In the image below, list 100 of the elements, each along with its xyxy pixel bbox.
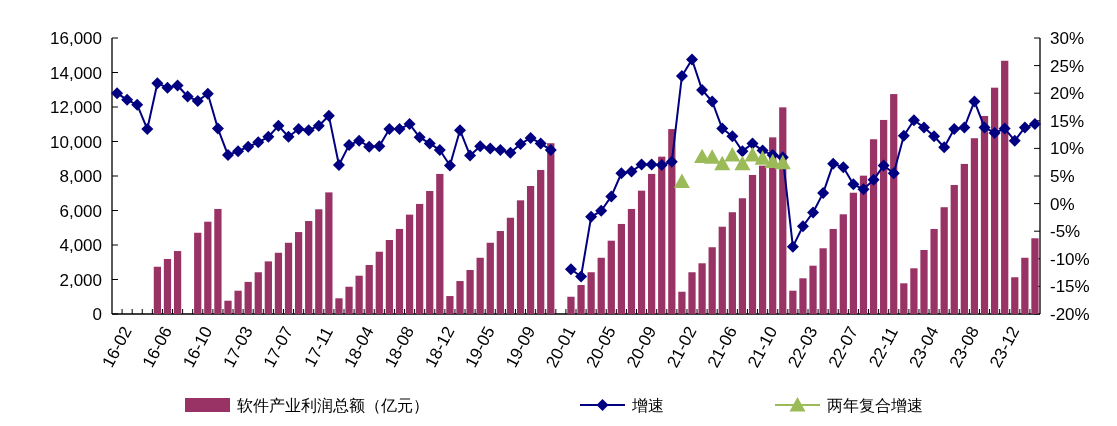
y2-tick-label: -5% (1050, 222, 1081, 242)
x-tick-label: 22-07 (824, 323, 862, 371)
x-tick-label: 17-03 (219, 323, 257, 371)
bar (920, 250, 928, 314)
x-tick-label: 20-05 (582, 323, 620, 371)
bar (950, 184, 958, 314)
bar (597, 257, 605, 314)
point (673, 173, 690, 188)
x-tick-label: 18-08 (380, 323, 419, 371)
point (704, 149, 721, 164)
x-tick-label: 21-06 (703, 323, 741, 371)
bar (678, 291, 686, 314)
bar (940, 207, 948, 314)
bar (526, 186, 535, 314)
bar (567, 296, 575, 314)
x-tick-label: 23-04 (905, 323, 943, 371)
bar (708, 247, 716, 314)
y2-tick-label: -10% (1050, 249, 1090, 269)
bar (224, 300, 232, 314)
bar (839, 214, 847, 314)
bar (809, 265, 817, 314)
x-tick-label: 18-04 (340, 323, 378, 371)
bar (395, 228, 404, 314)
bar (910, 268, 918, 314)
bar (466, 270, 474, 314)
bar (516, 200, 525, 314)
bar (496, 231, 504, 314)
bar (728, 212, 736, 314)
bar (819, 248, 827, 314)
bar (335, 298, 343, 314)
bar (416, 203, 424, 314)
x-tick-label: 19-09 (501, 323, 540, 371)
y2-tick-label: 5% (1050, 167, 1075, 186)
point (714, 155, 731, 171)
x-tick-label: 20-09 (622, 323, 661, 371)
y2-tick-label: 25% (1050, 56, 1085, 76)
bar (698, 263, 706, 314)
bar (173, 251, 182, 314)
y2-tick-label: -15% (1050, 277, 1090, 297)
bar (758, 165, 767, 314)
bar (960, 163, 968, 314)
bar (325, 192, 333, 314)
bar (718, 226, 726, 314)
bar (587, 272, 595, 314)
legend-label: 增速 (631, 397, 664, 414)
point (774, 154, 791, 170)
y-tick-label: 12,000 (50, 98, 102, 117)
bar (738, 198, 747, 314)
bar (869, 139, 878, 314)
x-tick-label: 21-10 (744, 323, 782, 371)
bar (405, 214, 414, 314)
bar (274, 252, 283, 314)
bar (355, 275, 363, 314)
bar (234, 290, 242, 314)
bar (829, 228, 837, 314)
bar (970, 138, 979, 314)
y-tick-label: 8,000 (59, 167, 102, 186)
bar (980, 115, 989, 314)
y-tick-label: 14,000 (50, 63, 102, 83)
bar (153, 266, 162, 314)
bar (1011, 277, 1019, 314)
bar (799, 278, 807, 314)
point (724, 147, 741, 162)
bar (264, 261, 272, 314)
bar (637, 190, 646, 314)
x-tick-label: 17-07 (259, 323, 298, 371)
bar (315, 209, 323, 314)
bar (456, 281, 464, 314)
y-tick-label: 10,000 (50, 132, 102, 152)
bar (436, 173, 444, 314)
bar (547, 143, 555, 314)
bar (284, 242, 293, 314)
bar (537, 169, 545, 314)
bar (375, 251, 383, 314)
y-tick-label: 2,000 (59, 270, 102, 290)
legend-label: 两年复合增速 (827, 397, 923, 414)
y-tick-label: 16,000 (50, 29, 102, 48)
bar (990, 87, 999, 314)
y2-tick-label: 15% (1050, 111, 1085, 131)
bar (486, 242, 494, 314)
y2-tick-label: 0% (1050, 194, 1075, 214)
y-tick-label: 4,000 (59, 236, 102, 255)
bar (748, 174, 757, 314)
bar (163, 258, 172, 314)
point (734, 155, 751, 171)
bar (204, 221, 212, 314)
bar (476, 257, 484, 314)
point (754, 150, 771, 165)
bar (617, 223, 626, 314)
bar (294, 232, 303, 314)
bar (1031, 238, 1039, 314)
y2-tick-label: 20% (1050, 84, 1085, 104)
y-tick-label: 6,000 (59, 201, 102, 221)
bar (214, 208, 222, 314)
y2-tick-label: 30% (1050, 29, 1085, 48)
bar (345, 286, 353, 314)
x-tick-label: 23-08 (945, 323, 983, 371)
y-tick-label: 0 (92, 305, 102, 324)
x-tick-label: 19-05 (461, 323, 499, 371)
bar (426, 191, 434, 314)
